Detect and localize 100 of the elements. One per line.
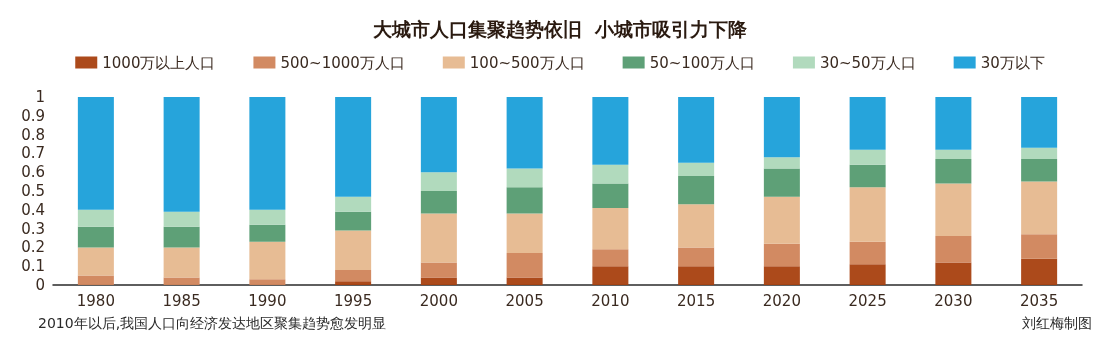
legend-label: 30~50万人口 [819,53,916,72]
bar [935,183,972,237]
y-tick-label: 0.7 [21,144,45,163]
bar [763,97,800,158]
bar [763,266,800,285]
chart-title: 大城市人口集聚趋势依旧 小城市吸引力下降 [372,17,749,40]
y-tick-label: 0.9 [21,106,45,125]
bar [77,209,114,227]
x-tick-label: 1995 [334,291,373,310]
x-tick-label: 2015 [677,291,716,310]
bar [1021,234,1058,259]
legend-label: 100~500万人口 [469,53,585,72]
bar [763,168,800,197]
bar [935,159,972,184]
bar [592,164,629,184]
bar [249,97,286,210]
bar [1021,97,1058,148]
bar [335,269,372,282]
bar [763,157,800,169]
y-tick-label: 0.4 [21,200,45,219]
bar [849,97,886,150]
y-tick-label: 0.8 [21,125,45,144]
bar [506,213,543,254]
bar [592,183,629,208]
y-tick-label: 0 [35,276,45,294]
x-tick-label: 2020 [762,291,801,310]
x-tick-label: 1985 [162,291,201,310]
bar [249,279,286,285]
x-tick-label: 2000 [419,291,458,310]
x-tick-label: 2005 [505,291,544,310]
y-tick-label: 0.3 [21,219,45,238]
bar [420,97,457,173]
text: 2010年以后,我国人口向经济发达地区聚集趋势愈发明显 [38,315,387,331]
bar [678,204,715,248]
bar [163,97,200,212]
bar [678,97,715,163]
bar [678,175,715,205]
bar [335,230,372,270]
bar [506,253,543,278]
bar [506,187,543,214]
bar [335,196,372,212]
x-tick-label: 1990 [248,291,287,310]
bar [935,262,972,285]
legend-label: 500~1000万人口 [280,53,405,72]
bar [678,247,715,267]
y-tick-label: 1 [35,88,45,106]
bar [77,275,114,285]
bar [420,213,457,263]
bar [849,187,886,242]
bar [163,277,200,285]
y-tick-label: 0.5 [21,182,45,200]
bar [77,226,114,248]
bar [849,164,886,188]
bar [420,262,457,278]
bar [163,226,200,248]
y-tick-label: 0.1 [21,257,45,276]
bar [1021,181,1058,235]
x-tick-label: 2010 [591,291,630,310]
bar [763,196,800,244]
bar [506,277,543,285]
bar [763,243,800,267]
bar [335,97,372,197]
x-tick-label: 2030 [934,291,973,310]
bar [935,149,972,160]
bar [77,247,114,276]
bar [420,277,457,285]
bar [506,97,543,169]
bar [849,241,886,265]
bar [335,211,372,231]
bar [420,172,457,191]
bar [1021,159,1058,182]
bar [592,207,629,250]
x-tick-label: 2025 [848,291,887,310]
bar [935,236,972,263]
bar [678,162,715,176]
x-tick-label: 1980 [76,291,115,310]
bar [77,97,114,210]
bar [592,97,629,165]
legend-label: 30万以下 [980,53,1045,72]
y-tick-label: 0.2 [21,238,45,257]
bar [849,264,886,285]
legend-label: 50~100万人口 [649,53,755,72]
bar [1021,258,1058,285]
bar [678,266,715,285]
bar [335,281,372,285]
legend-label: 1000万以上人口 [102,53,216,72]
bar [163,247,200,278]
bar [849,149,886,165]
y-tick-label: 0.6 [21,163,45,182]
bar [506,168,543,188]
bar [249,224,286,242]
bar [249,241,286,280]
bar [1021,147,1058,160]
x-tick-label: 2035 [1020,291,1059,310]
bar [935,97,972,150]
bar [163,211,200,227]
bar [420,191,457,214]
bar [592,266,629,285]
text: 刘红梅制图 [1022,315,1092,331]
bar [592,249,629,267]
